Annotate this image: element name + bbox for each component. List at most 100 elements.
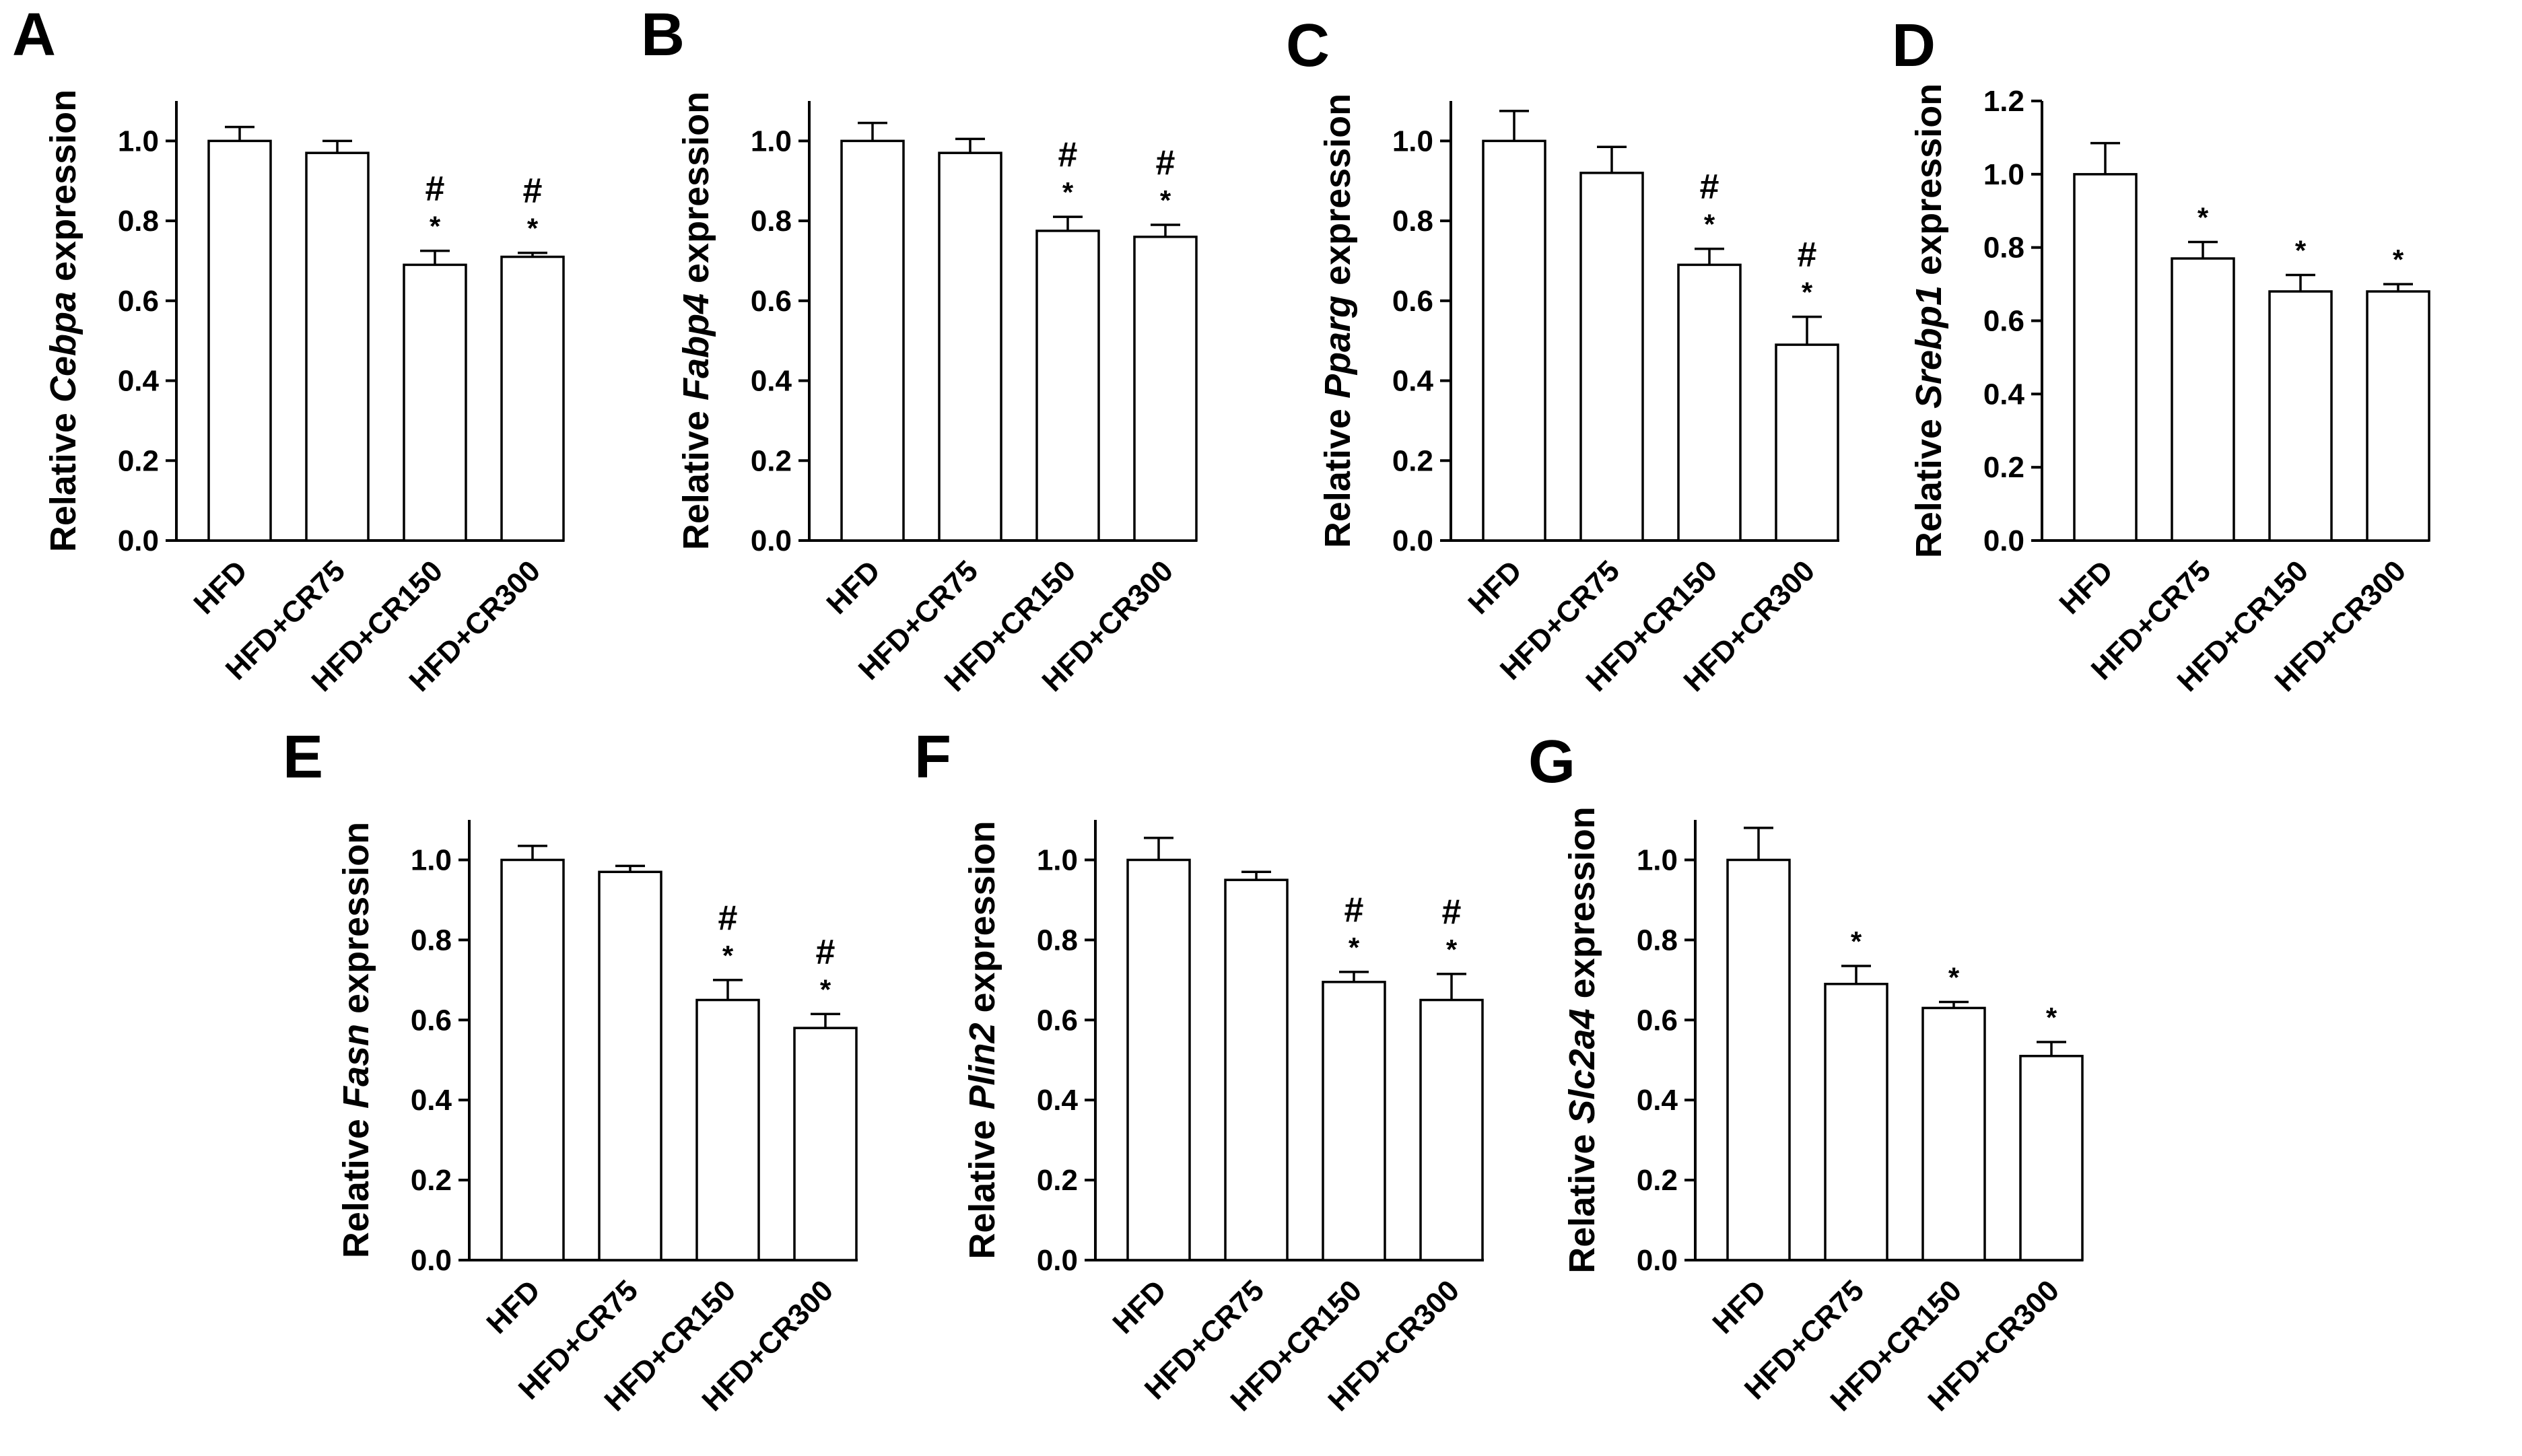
significance-star: * [820, 973, 831, 1005]
y-tick-label: 0.2 [118, 444, 159, 477]
panel-letter: E [283, 724, 323, 791]
panel-c: C 0.0 0.2 0.4 0.6 0.8 1.0 Relative Pparg expres… [1286, 12, 1839, 698]
bar [695, 998, 760, 1261]
bar [598, 870, 662, 1261]
significance-hash: # [1344, 891, 1364, 930]
y-tick-label: 0.4 [411, 1084, 452, 1117]
y-tick-label: 0.8 [1037, 924, 1078, 957]
y-tick-label: 0.4 [1983, 378, 2025, 411]
bar [1579, 172, 1644, 542]
y-tick-label: 0.2 [1983, 451, 2024, 484]
y-axis-label-prefix: Relative [676, 401, 716, 550]
y-tick-label: 0.8 [1983, 232, 2024, 265]
significance-hash: # [1798, 236, 1817, 275]
y-axis-label: Relative Srebp1 expression [1909, 83, 1949, 558]
bar [1419, 998, 1484, 1261]
significance-star: * [1802, 277, 1813, 308]
y-axis-label-gene: Cebpa [43, 291, 83, 403]
bar [1126, 858, 1191, 1261]
x-category-label: HFD [2053, 554, 2119, 621]
bar [1224, 878, 1289, 1261]
y-tick-label: 0.4 [118, 365, 160, 398]
bar [500, 255, 565, 542]
panel-b: B 0.0 0.2 0.4 0.6 0.8 1.0 Relative Fabp4 expres… [641, 1, 1198, 698]
significance-star: * [722, 940, 734, 971]
y-axis-label-gene: Fasn [336, 1024, 376, 1109]
y-tick-label: 0.6 [751, 285, 792, 318]
y-tick-label: 1.0 [1037, 843, 1078, 876]
significance-star: * [430, 211, 441, 242]
y-axis-label-suffix: expression [336, 822, 376, 1024]
y-axis-label: Relative Fasn expression [336, 822, 376, 1258]
y-tick-label: 0.2 [1637, 1164, 1678, 1197]
bar [1035, 230, 1100, 542]
x-category-label: HFD [480, 1274, 547, 1340]
panel-d: D 0.0 0.2 0.4 0.6 0.8 1.0 1.2 Relative Srebp1 ex… [1892, 12, 2430, 698]
y-axis-label-suffix: expression [1318, 94, 1358, 296]
bar [403, 263, 467, 542]
x-category-label: HFD [1706, 1274, 1773, 1340]
y-axis-label-suffix: expression [676, 92, 716, 293]
y-tick-label: 0.2 [751, 444, 792, 477]
panel-letter: G [1528, 728, 1575, 796]
panel-letter: F [914, 724, 951, 791]
significance-hash: # [816, 932, 836, 971]
bar [2073, 173, 2138, 542]
y-tick-label: 0.4 [1037, 1084, 1079, 1117]
significance-star: * [1948, 962, 1960, 994]
y-axis-label-gene: Slc2a4 [1562, 1008, 1602, 1123]
y-axis-label-prefix: Relative [43, 403, 83, 552]
panel-g: G 0.0 0.2 0.4 0.6 0.8 1.0 Relative Slc2a4 expre… [1528, 728, 2084, 1418]
bar [2171, 257, 2235, 542]
y-axis-label: Relative Pparg expression [1318, 94, 1358, 548]
y-axis-label: Relative Cebpa expression [43, 90, 83, 552]
y-tick-label: 0.0 [751, 524, 792, 557]
y-tick-label: 0.0 [118, 524, 159, 557]
y-axis-label-suffix: expression [1909, 83, 1949, 285]
y-axis-label-prefix: Relative [1909, 409, 1949, 558]
y-tick-label: 0.8 [1392, 205, 1433, 238]
y-axis-label-gene: Pparg [1318, 296, 1358, 398]
bar [840, 139, 905, 542]
bar [1677, 263, 1742, 542]
y-axis-label-suffix: expression [962, 821, 1002, 1022]
y-axis-label-prefix: Relative [1318, 398, 1358, 548]
y-tick-label: 0.6 [1037, 1004, 1078, 1037]
bar [793, 1027, 858, 1261]
significance-hash: # [718, 899, 738, 938]
y-axis-label: Relative Slc2a4 expression [1562, 806, 1602, 1273]
y-tick-label: 0.8 [751, 205, 792, 238]
significance-star: * [1160, 184, 1171, 216]
significance-hash: # [1442, 893, 1462, 932]
bar [1775, 343, 1839, 542]
y-tick-label: 0.4 [1392, 365, 1434, 398]
significance-star: * [2393, 244, 2404, 275]
y-tick-label: 1.0 [411, 843, 452, 876]
bar [1824, 983, 1888, 1261]
bar [2366, 290, 2430, 542]
y-axis-label-gene: Srebp1 [1909, 285, 1949, 409]
significance-hash: # [1058, 135, 1078, 174]
y-tick-label: 1.0 [1637, 843, 1678, 876]
bar [500, 858, 565, 1261]
significance-star: * [1446, 934, 1458, 965]
y-tick-label: 1.0 [1392, 125, 1433, 158]
significance-star: * [1062, 176, 1074, 208]
y-tick-label: 0.0 [1037, 1244, 1078, 1277]
bar [207, 139, 272, 542]
bar [1921, 1006, 1986, 1261]
x-category-label: HFD [187, 554, 254, 621]
y-axis-label-prefix: Relative [1562, 1124, 1602, 1274]
y-tick-label: 0.6 [1392, 285, 1433, 318]
y-axis-label-gene: Plin2 [962, 1022, 1002, 1109]
panel-letter: C [1286, 12, 1330, 79]
significance-star: * [1704, 209, 1715, 240]
y-tick-label: 1.0 [1983, 158, 2024, 191]
y-axis-label-gene: Fabp4 [676, 293, 716, 401]
y-axis-label-prefix: Relative [962, 1110, 1002, 1259]
y-tick-label: 0.6 [1637, 1004, 1678, 1037]
y-tick-label: 0.4 [751, 365, 792, 398]
y-tick-label: 1.0 [751, 125, 792, 158]
panel-f: F 0.0 0.2 0.4 0.6 0.8 1.0 Relative Plin2 expres… [914, 724, 1484, 1418]
significance-star: * [2295, 234, 2307, 266]
